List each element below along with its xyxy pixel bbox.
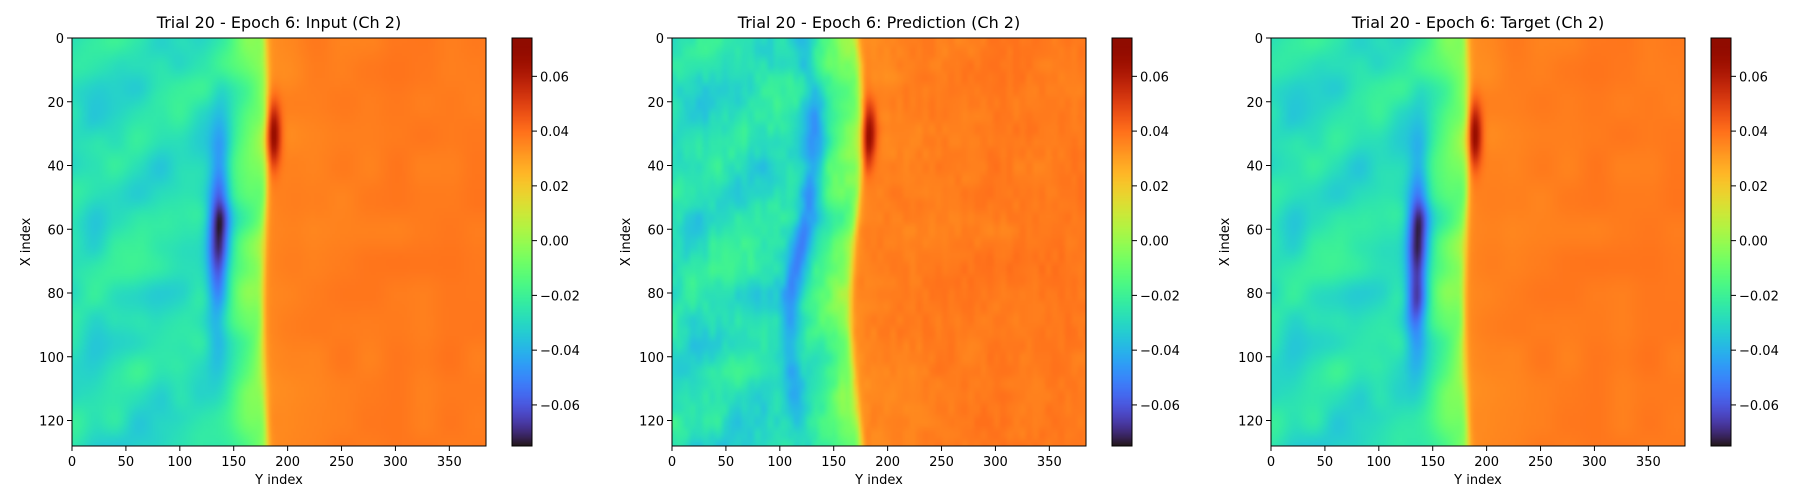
panel-title: Trial 20 - Epoch 6: Target (Ch 2) xyxy=(1351,13,1604,32)
colorbar xyxy=(1112,38,1132,446)
y-tick-label: 0 xyxy=(1255,32,1263,47)
x-tick-label: 350 xyxy=(1636,455,1661,470)
y-tick-label: 80 xyxy=(647,287,664,302)
colorbar-tick-label: 0.06 xyxy=(540,70,569,85)
y-tick-label: 40 xyxy=(647,160,664,175)
y-tick-label: 20 xyxy=(47,96,64,111)
panels: Trial 20 - Epoch 6: Input (Ch 2) 0 50 100 15… xyxy=(19,13,1779,488)
x-axis-label: Y index xyxy=(1453,473,1502,488)
colorbar-tick-label: 0.04 xyxy=(540,125,569,140)
colorbar-tick-label: −0.06 xyxy=(1739,399,1779,414)
colorbar-tick-label: −0.02 xyxy=(1140,289,1180,304)
x-tick-label: 300 xyxy=(383,455,408,470)
y-axis-label: X index xyxy=(19,217,34,266)
colorbar-tick-label: −0.04 xyxy=(1739,344,1779,359)
colorbar-tick-label: 0.02 xyxy=(1739,180,1768,195)
heatmap-panel: Trial 20 - Epoch 6: Target (Ch 2) 0 50 100 1… xyxy=(1218,13,1779,488)
colorbar xyxy=(512,38,532,446)
y-tick-label: 120 xyxy=(39,415,64,430)
colorbar-tick-label: 0.04 xyxy=(1739,125,1768,140)
colorbar-tick-label: −0.02 xyxy=(540,289,580,304)
colorbar-tick-label: 0.06 xyxy=(1739,70,1768,85)
y-tick-label: 60 xyxy=(647,223,664,238)
colorbar-tick-label: −0.02 xyxy=(1739,289,1779,304)
x-tick-label: 50 xyxy=(118,455,135,470)
x-axis-label: Y index xyxy=(854,473,903,488)
x-tick-label: 200 xyxy=(875,455,900,470)
y-tick-label: 40 xyxy=(1246,160,1263,175)
colorbar-tick-label: 0.04 xyxy=(1140,125,1169,140)
x-tick-label: 300 xyxy=(983,455,1008,470)
plot-frame xyxy=(671,37,1087,447)
x-tick-label: 350 xyxy=(1037,455,1062,470)
colorbar-tick-label: −0.06 xyxy=(540,399,580,414)
colorbar-frame xyxy=(1111,37,1133,447)
colorbar-tick-label: −0.04 xyxy=(1140,344,1180,359)
x-tick-label: 150 xyxy=(221,455,246,470)
y-tick-label: 0 xyxy=(656,32,664,47)
x-tick-label: 200 xyxy=(275,455,300,470)
plot-frame xyxy=(1270,37,1686,447)
y-axis-label: X index xyxy=(1218,217,1233,266)
y-tick-label: 100 xyxy=(639,351,664,366)
y-tick-label: 80 xyxy=(1246,287,1263,302)
x-tick-label: 100 xyxy=(167,455,192,470)
heatmap-panel: Trial 20 - Epoch 6: Prediction (Ch 2) 0 50… xyxy=(619,13,1180,488)
y-tick-label: 20 xyxy=(647,96,664,111)
heatmap-image xyxy=(1271,38,1685,446)
heatmap-image xyxy=(672,38,1086,446)
y-axis-label: X index xyxy=(619,217,634,266)
y-tick-label: 80 xyxy=(47,287,64,302)
x-tick-label: 250 xyxy=(329,455,354,470)
x-tick-label: 0 xyxy=(1267,455,1275,470)
y-tick-label: 60 xyxy=(1246,223,1263,238)
colorbar-frame xyxy=(511,37,533,447)
colorbar-tick-label: 0.02 xyxy=(1140,180,1169,195)
x-tick-label: 100 xyxy=(767,455,792,470)
x-tick-label: 0 xyxy=(68,455,76,470)
colorbar-tick-label: −0.06 xyxy=(1140,399,1180,414)
colorbar-tick-label: 0.00 xyxy=(1739,235,1768,250)
x-tick-label: 250 xyxy=(1528,455,1553,470)
x-tick-label: 350 xyxy=(437,455,462,470)
colorbar xyxy=(1711,38,1731,446)
colorbar-tick-label: 0.06 xyxy=(1140,70,1169,85)
x-tick-label: 50 xyxy=(718,455,735,470)
x-tick-label: 100 xyxy=(1366,455,1391,470)
y-tick-label: 100 xyxy=(39,351,64,366)
heatmap-panel: Trial 20 - Epoch 6: Input (Ch 2) 0 50 100 15… xyxy=(19,13,580,488)
heatmap-image xyxy=(72,38,486,446)
x-tick-label: 150 xyxy=(1420,455,1445,470)
colorbar-tick-label: 0.02 xyxy=(540,180,569,195)
plot-frame xyxy=(71,37,487,447)
x-tick-label: 150 xyxy=(821,455,846,470)
y-tick-label: 100 xyxy=(1238,351,1263,366)
y-tick-label: 120 xyxy=(1238,415,1263,430)
y-tick-label: 120 xyxy=(639,415,664,430)
x-tick-label: 300 xyxy=(1582,455,1607,470)
panel-title: Trial 20 - Epoch 6: Prediction (Ch 2) xyxy=(737,13,1020,32)
colorbar-frame xyxy=(1710,37,1732,447)
x-tick-label: 0 xyxy=(668,455,676,470)
panel-title: Trial 20 - Epoch 6: Input (Ch 2) xyxy=(156,13,401,32)
colorbar-tick-label: 0.00 xyxy=(1140,235,1169,250)
x-tick-label: 250 xyxy=(929,455,954,470)
y-tick-label: 20 xyxy=(1246,96,1263,111)
colorbar-tick-label: 0.00 xyxy=(540,235,569,250)
x-tick-label: 200 xyxy=(1474,455,1499,470)
y-tick-label: 60 xyxy=(47,223,64,238)
x-axis-label: Y index xyxy=(254,473,303,488)
x-tick-label: 50 xyxy=(1317,455,1334,470)
y-tick-label: 40 xyxy=(47,160,64,175)
y-tick-label: 0 xyxy=(56,32,64,47)
colorbar-tick-label: −0.04 xyxy=(540,344,580,359)
